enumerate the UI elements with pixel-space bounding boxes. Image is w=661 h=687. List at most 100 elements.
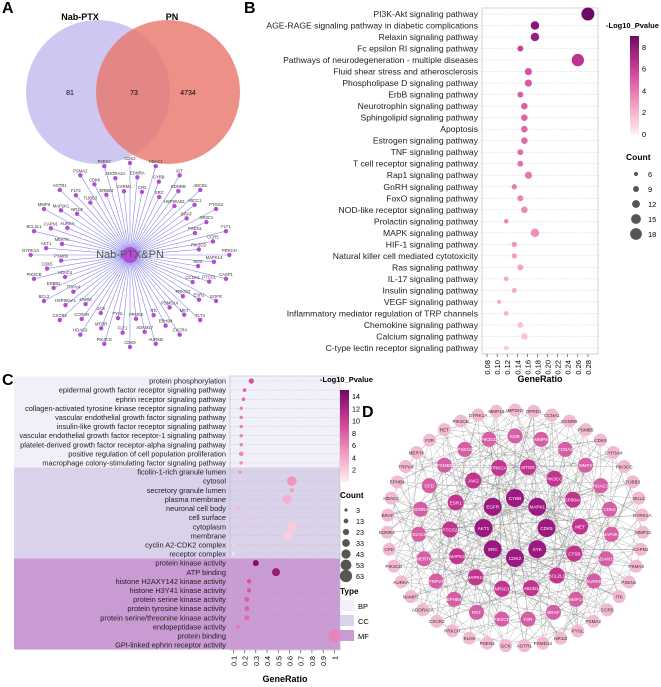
kegg-bubble	[517, 322, 524, 328]
go-x-tick-label: 0.9	[319, 656, 328, 666]
network-a-edge	[94, 184, 131, 256]
network-d-inner-label: KDR	[510, 434, 520, 439]
network-d-outer-node	[445, 624, 459, 638]
network-d-outer-node	[571, 624, 585, 638]
go-size-legend-label: 3	[356, 506, 360, 515]
network-d-inner-label: MMP14	[568, 597, 584, 602]
network-d-inner-label: HDAC6	[411, 532, 427, 537]
network-a-node	[223, 276, 229, 282]
go-bubble	[241, 397, 246, 402]
network-d-edge	[422, 557, 516, 611]
network-a-gene-label: HDAC4	[58, 270, 73, 275]
network-a-node	[195, 263, 201, 269]
network-a-edge	[59, 254, 131, 321]
network-d-edge	[429, 485, 561, 639]
network-a-gene-label: PSEN1	[188, 226, 202, 231]
network-d-inner-node	[520, 611, 536, 627]
network-a-node	[177, 332, 182, 337]
network-d-edge	[386, 532, 529, 620]
go-size-legend-dot	[339, 569, 353, 583]
go-bubble	[239, 415, 243, 420]
network-d-edge	[444, 429, 503, 620]
network-d-inner-label: RET	[472, 610, 481, 615]
network-a-gene-label: ADORA2A	[105, 171, 125, 176]
network-a-node	[196, 297, 202, 302]
network-d-edge	[391, 498, 455, 600]
venn-count-overlap: 73	[130, 90, 138, 97]
go-color-bar	[340, 390, 349, 482]
network-a-node	[71, 289, 76, 294]
network-a-edge	[60, 210, 131, 256]
network-d-outer-label: MMP14	[488, 409, 504, 414]
network-a-edge	[129, 204, 195, 256]
network-d-edge	[455, 502, 561, 639]
network-a-node	[177, 173, 182, 178]
network-d-outer-label: PIK3CB	[452, 419, 468, 424]
network-d-edge	[553, 465, 586, 613]
network-a-node	[192, 230, 198, 236]
network-a-gene-label: HDAC1	[149, 159, 164, 164]
network-d-outer-node	[554, 631, 568, 645]
network-a-gene-label: PSMD14	[161, 300, 178, 305]
network-d-inner-node	[428, 573, 444, 589]
network-a-edge	[129, 254, 166, 326]
network-d-edge	[410, 549, 493, 597]
kegg-term-label: Rap1 signaling pathway	[387, 170, 479, 180]
go-bubble	[272, 568, 281, 577]
kegg-bubble	[530, 21, 540, 30]
go-term-label: vascular endothelial growth factor signa…	[55, 413, 226, 422]
network-a-edge	[61, 243, 131, 256]
kegg-color-tick-label: 4	[642, 86, 646, 95]
network-a-node	[213, 298, 219, 304]
network-d-inner-node	[469, 604, 485, 620]
network-d-outer-node	[527, 404, 541, 418]
kegg-term-label: FoxO signaling pathway	[386, 193, 478, 203]
network-d-edge	[436, 558, 607, 622]
network-d-inner-label: PIK3CD	[494, 617, 511, 622]
go-term-label: epidermal growth factor receptor signali…	[59, 386, 227, 395]
kegg-bubble	[521, 206, 528, 214]
network-a-gene-label: PYGL	[112, 311, 124, 316]
panel-label-b: B	[244, 0, 256, 17]
network-a-gene-label: FLT3	[71, 188, 81, 193]
network-a-gene-label: CFD	[138, 185, 147, 190]
network-d-inner-node	[483, 540, 502, 559]
network-d-edge	[533, 411, 538, 550]
network-d-edge	[444, 465, 578, 632]
network-d-outer-label: EDNRA	[379, 530, 396, 535]
kegg-size-legend-title: Count	[626, 152, 651, 162]
network-a-gene-label: TUBB3	[84, 196, 98, 201]
go-bubble	[282, 531, 292, 541]
network-d-edge	[502, 588, 608, 611]
network-a-edge	[129, 221, 207, 256]
go-term-label: secretory granule lumen	[147, 486, 226, 495]
network-a-edge	[53, 254, 131, 289]
network-a-gene-label: CYBB	[153, 175, 165, 180]
network-a-edge	[106, 194, 131, 256]
network-d-edge	[498, 414, 553, 469]
network-a-node	[120, 330, 125, 335]
kegg-size-legend-label: 6	[648, 170, 652, 179]
network-d-outer-label: ITK	[616, 594, 624, 599]
network-d-outer-label: TRPV4	[398, 464, 413, 469]
go-term-label: cell surface	[189, 513, 226, 522]
network-d-inner-node	[421, 478, 437, 494]
kegg-bubble	[524, 171, 533, 179]
go-bubble	[239, 433, 243, 438]
kegg-term-label: Natural killer cell mediated cytotoxicit…	[333, 251, 479, 261]
network-a-gene-label: PIK3CB	[27, 272, 42, 277]
panel-label-a: A	[2, 0, 14, 17]
network-d-inner-node	[412, 501, 428, 517]
network-a-edge	[129, 254, 184, 297]
network-d-edge	[554, 478, 608, 610]
network-d-inner-label: CFD	[425, 483, 435, 488]
kegg-x-tick-label: 0.28	[584, 360, 593, 375]
network-d-edge	[455, 414, 479, 503]
network-a-gene-label: CAPN1	[44, 221, 59, 226]
network-a-node	[73, 193, 79, 198]
network-d-outer-label: PYGL	[572, 629, 585, 634]
network-a-gene-label: ADAM17	[136, 325, 153, 330]
kegg-bubble	[517, 264, 524, 271]
network-d-inner-label: AURKB	[586, 579, 602, 584]
